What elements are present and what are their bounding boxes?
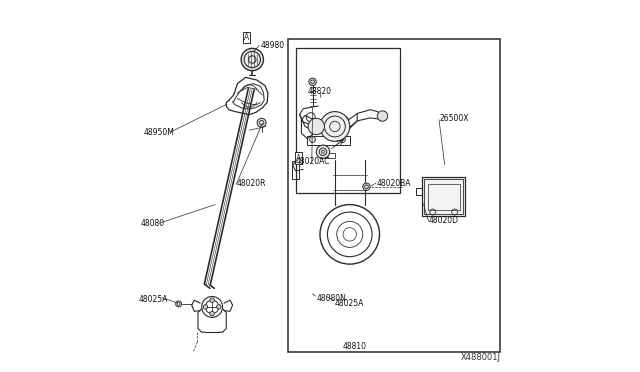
- Circle shape: [203, 305, 207, 309]
- Bar: [289, 39, 500, 352]
- Circle shape: [210, 298, 214, 302]
- Text: 48025A: 48025A: [138, 295, 168, 304]
- Circle shape: [257, 118, 266, 127]
- Circle shape: [216, 305, 221, 309]
- Text: 48820: 48820: [308, 87, 332, 96]
- Circle shape: [308, 118, 324, 135]
- Text: 48020AC: 48020AC: [296, 157, 330, 166]
- Circle shape: [210, 311, 214, 316]
- Circle shape: [378, 111, 388, 121]
- Bar: [428, 184, 460, 210]
- Bar: [296, 48, 400, 193]
- Text: 48810: 48810: [342, 342, 366, 351]
- Text: 48080: 48080: [141, 219, 165, 228]
- Text: 48020R: 48020R: [236, 179, 266, 187]
- Bar: [422, 177, 465, 216]
- Text: A: A: [296, 154, 301, 163]
- Text: 48980: 48980: [260, 41, 285, 50]
- Circle shape: [320, 112, 349, 141]
- Text: 48020D: 48020D: [429, 216, 459, 225]
- Text: 48080N: 48080N: [316, 294, 346, 303]
- Circle shape: [241, 48, 264, 71]
- Text: 48020BA: 48020BA: [376, 179, 411, 187]
- Text: 48950M: 48950M: [143, 128, 174, 137]
- Text: 48025A: 48025A: [335, 299, 364, 308]
- Circle shape: [316, 145, 330, 158]
- Circle shape: [310, 137, 316, 142]
- Circle shape: [339, 137, 346, 142]
- Text: X488001J: X488001J: [460, 353, 500, 362]
- Circle shape: [309, 78, 316, 86]
- Bar: [307, 136, 349, 145]
- Bar: [424, 179, 463, 214]
- Circle shape: [363, 183, 370, 190]
- Bar: [292, 161, 299, 179]
- Text: A: A: [244, 33, 249, 42]
- Text: 26500X: 26500X: [439, 114, 468, 123]
- Bar: [320, 153, 335, 158]
